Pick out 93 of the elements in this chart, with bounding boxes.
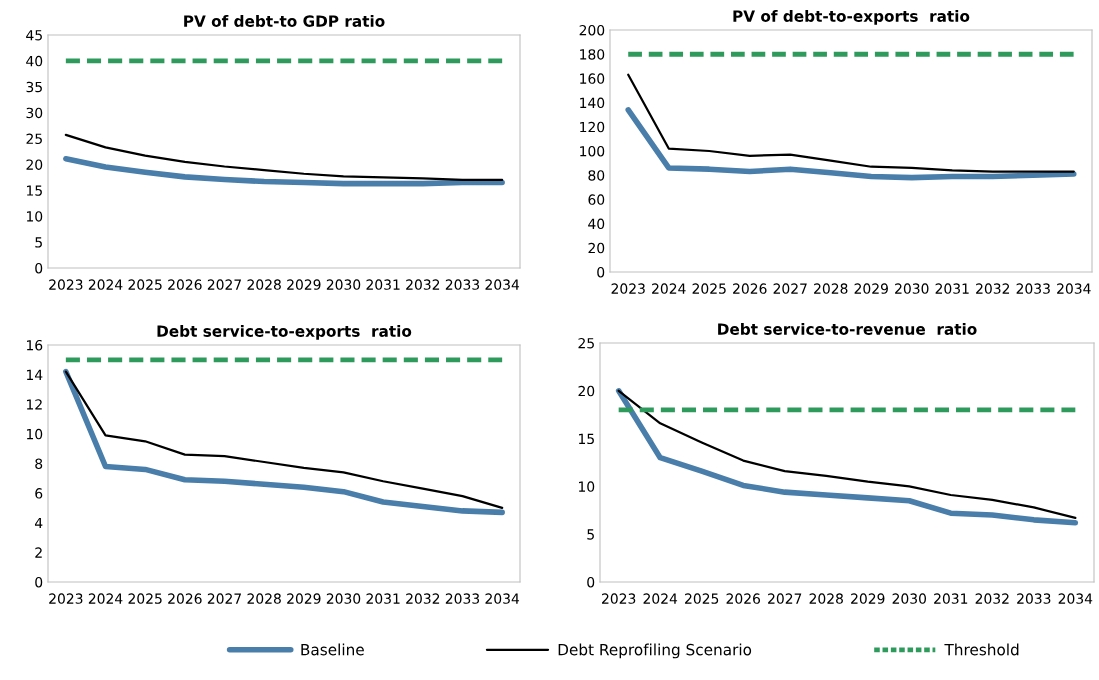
chart-title: PV of debt-to-exports ratio (733, 10, 970, 25)
y-tick-label: 40 (26, 55, 43, 67)
y-tick-label: 0 (35, 262, 43, 274)
x-tick-label: 2032 (976, 283, 1010, 294)
chart-title: Debt service-to-exports ratio (157, 325, 412, 340)
x-tick-label: 2033 (445, 593, 480, 604)
y-tick-label: 40 (588, 218, 605, 230)
y-tick-label: 20 (26, 159, 43, 170)
y-tick-label: 35 (26, 81, 42, 93)
x-tick-label: 2024 (88, 593, 123, 604)
legend-label: Baseline (301, 643, 364, 656)
x-tick-label: 2031 (935, 283, 969, 294)
x-tick-label: 2026 (726, 593, 761, 604)
legend-label: Threshold (944, 643, 1019, 656)
x-tick-label: 2034 (1057, 283, 1091, 294)
y-tick-label: 5 (587, 529, 594, 540)
x-tick-label: 2034 (485, 279, 520, 290)
x-tick-label: 2025 (685, 593, 719, 604)
x-tick-label: 2023 (49, 593, 83, 604)
y-tick-label: 80 (588, 170, 605, 181)
x-tick-label: 2026 (733, 283, 767, 294)
x-tick-label: 2025 (128, 593, 162, 604)
x-tick-label: 2032 (406, 593, 440, 604)
x-tick-label: 2024 (88, 279, 123, 290)
x-tick-label: 2028 (814, 283, 848, 294)
x-tick-label: 2027 (773, 283, 807, 294)
y-tick-label: 25 (26, 133, 42, 145)
x-tick-label: 2023 (611, 283, 645, 294)
x-tick-label: 2026 (168, 593, 202, 604)
x-tick-label: 2029 (851, 593, 885, 604)
x-tick-label: 2032 (406, 279, 440, 290)
x-tick-label: 2033 (1017, 593, 1051, 604)
y-tick-label: 0 (587, 576, 595, 588)
y-tick-label: 2 (35, 547, 42, 558)
x-tick-label: 2031 (366, 593, 400, 604)
x-tick-label: 2033 (1016, 283, 1050, 294)
line-series (627, 73, 1075, 173)
y-tick-label: 45 (26, 30, 42, 41)
y-tick-label: 180 (580, 49, 605, 60)
x-tick-label: 2029 (287, 593, 321, 604)
x-tick-label: 2030 (326, 279, 361, 290)
line-series (64, 133, 504, 182)
x-tick-label: 2028 (809, 593, 843, 604)
y-tick-label: 60 (588, 194, 605, 205)
chart-title: PV of debt-to GDP ratio (184, 15, 385, 27)
x-tick-label: 2027 (207, 279, 241, 290)
y-tick-label: 30 (26, 107, 43, 119)
x-tick-label: 2028 (247, 593, 281, 604)
x-tick-label: 2025 (128, 279, 162, 290)
x-tick-label: 2023 (602, 593, 636, 604)
y-tick-label: 160 (580, 73, 605, 84)
x-tick-label: 2023 (49, 279, 83, 290)
y-tick-label: 14 (26, 369, 43, 380)
y-tick-label: 20 (578, 385, 595, 397)
x-tick-label: 2024 (652, 283, 686, 294)
x-tick-label: 2027 (768, 593, 802, 604)
x-tick-label: 2026 (168, 279, 202, 290)
chart-title: Debt service-to-revenue ratio (718, 323, 977, 335)
y-tick-label: 12 (26, 399, 42, 410)
x-tick-label: 2033 (445, 279, 480, 290)
x-tick-label: 2030 (326, 593, 361, 604)
y-tick-label: 15 (26, 185, 42, 196)
x-tick-label: 2032 (975, 593, 1009, 604)
x-tick-label: 2028 (247, 279, 281, 290)
y-tick-label: 6 (35, 488, 43, 499)
x-tick-label: 2034 (1058, 593, 1093, 604)
y-tick-label: 20 (588, 242, 605, 254)
x-tick-label: 2030 (892, 593, 927, 604)
y-tick-label: 140 (580, 97, 605, 109)
y-tick-label: 25 (578, 337, 594, 349)
x-tick-label: 2030 (895, 283, 929, 294)
y-tick-label: 10 (26, 211, 43, 222)
legend-label: Debt Reprofiling Scenario (558, 643, 752, 659)
y-tick-label: 0 (597, 266, 605, 278)
y-tick-label: 16 (26, 339, 43, 351)
x-tick-label: 2034 (485, 593, 520, 604)
y-tick-label: 100 (580, 145, 605, 157)
x-tick-label: 2029 (854, 283, 888, 294)
y-tick-label: 4 (34, 517, 43, 529)
y-tick-label: 10 (578, 481, 595, 492)
y-tick-label: 8 (35, 458, 43, 469)
x-tick-label: 2031 (366, 279, 400, 290)
x-tick-label: 2031 (934, 593, 968, 604)
y-tick-label: 15 (578, 433, 594, 445)
x-tick-label: 2029 (287, 279, 321, 290)
y-tick-label: 10 (26, 428, 43, 440)
y-tick-label: 0 (35, 576, 43, 588)
y-tick-label: 5 (35, 237, 42, 248)
y-tick-label: 200 (579, 24, 605, 36)
y-tick-label: 120 (580, 121, 605, 133)
x-tick-label: 2027 (207, 593, 241, 604)
x-tick-label: 2025 (692, 283, 726, 294)
x-tick-label: 2024 (643, 593, 678, 604)
